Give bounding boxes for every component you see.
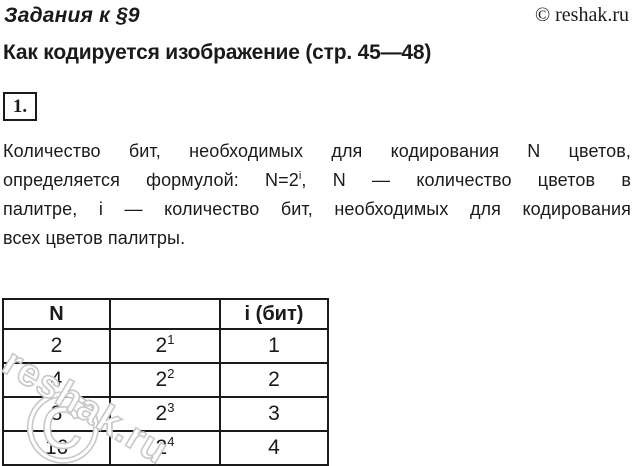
power-exponent: 1 bbox=[167, 332, 175, 347]
table-header-row: N i (бит) bbox=[2, 298, 329, 330]
section-heading: Как кодируется изображение (стр. 45—48) bbox=[3, 41, 432, 64]
body-paragraph: Количество бит, необходимых для кодирова… bbox=[3, 137, 631, 253]
power-base: 2 bbox=[155, 368, 168, 391]
power-exponent: 3 bbox=[167, 400, 175, 415]
paragraph-line: всех цветов палитры. bbox=[3, 228, 186, 248]
task-number-label: 1. bbox=[12, 95, 28, 117]
task-number-box: 1. bbox=[3, 92, 37, 121]
cell-n: 2 bbox=[2, 328, 111, 364]
cell-bits: 4 bbox=[219, 430, 329, 466]
formula-suffix: , N — количество цветов в bbox=[301, 170, 631, 190]
table-row: 2 21 1 bbox=[2, 328, 329, 364]
copyright-text: © reshak.ru bbox=[534, 4, 629, 26]
cell-n: 4 bbox=[2, 362, 111, 398]
paragraph-line: Количество бит, необходимых для кодирова… bbox=[3, 141, 631, 161]
formula-prefix: определяется формулой: N=2 bbox=[3, 170, 299, 190]
page-title: Задания к §9 bbox=[4, 4, 140, 27]
cell-bits: 1 bbox=[219, 328, 329, 364]
cell-power: 24 bbox=[109, 430, 221, 466]
document-header: Задания к §9 © reshak.ru bbox=[4, 4, 629, 28]
power-base: 2 bbox=[155, 436, 168, 459]
cell-power: 23 bbox=[109, 396, 221, 432]
paragraph-line: палитре, i — количество бит, необходимых… bbox=[3, 199, 631, 219]
cell-power: 21 bbox=[109, 328, 221, 364]
header-cell-power bbox=[109, 298, 221, 330]
paragraph-line: определяется формулой: N=2i, N — количес… bbox=[3, 166, 631, 195]
cell-bits: 3 bbox=[219, 396, 329, 432]
formula-exponent: i bbox=[298, 170, 302, 182]
header-cell-bits: i (бит) bbox=[219, 298, 329, 330]
cell-power: 22 bbox=[109, 362, 221, 398]
cell-bits: 2 bbox=[219, 362, 329, 398]
header-cell-n: N bbox=[2, 298, 111, 330]
table-row: 8 23 3 bbox=[2, 396, 329, 432]
table-row: 4 22 2 bbox=[2, 362, 329, 398]
power-base: 2 bbox=[155, 402, 168, 425]
cell-n: 16 bbox=[2, 430, 111, 466]
power-exponent: 4 bbox=[167, 434, 175, 449]
colors-bits-table: N i (бит) 2 21 1 4 22 2 8 23 3 16 24 4 bbox=[2, 298, 329, 466]
table-row: 16 24 4 bbox=[2, 430, 329, 466]
power-exponent: 2 bbox=[167, 366, 175, 381]
power-base: 2 bbox=[155, 334, 168, 357]
cell-n: 8 bbox=[2, 396, 111, 432]
